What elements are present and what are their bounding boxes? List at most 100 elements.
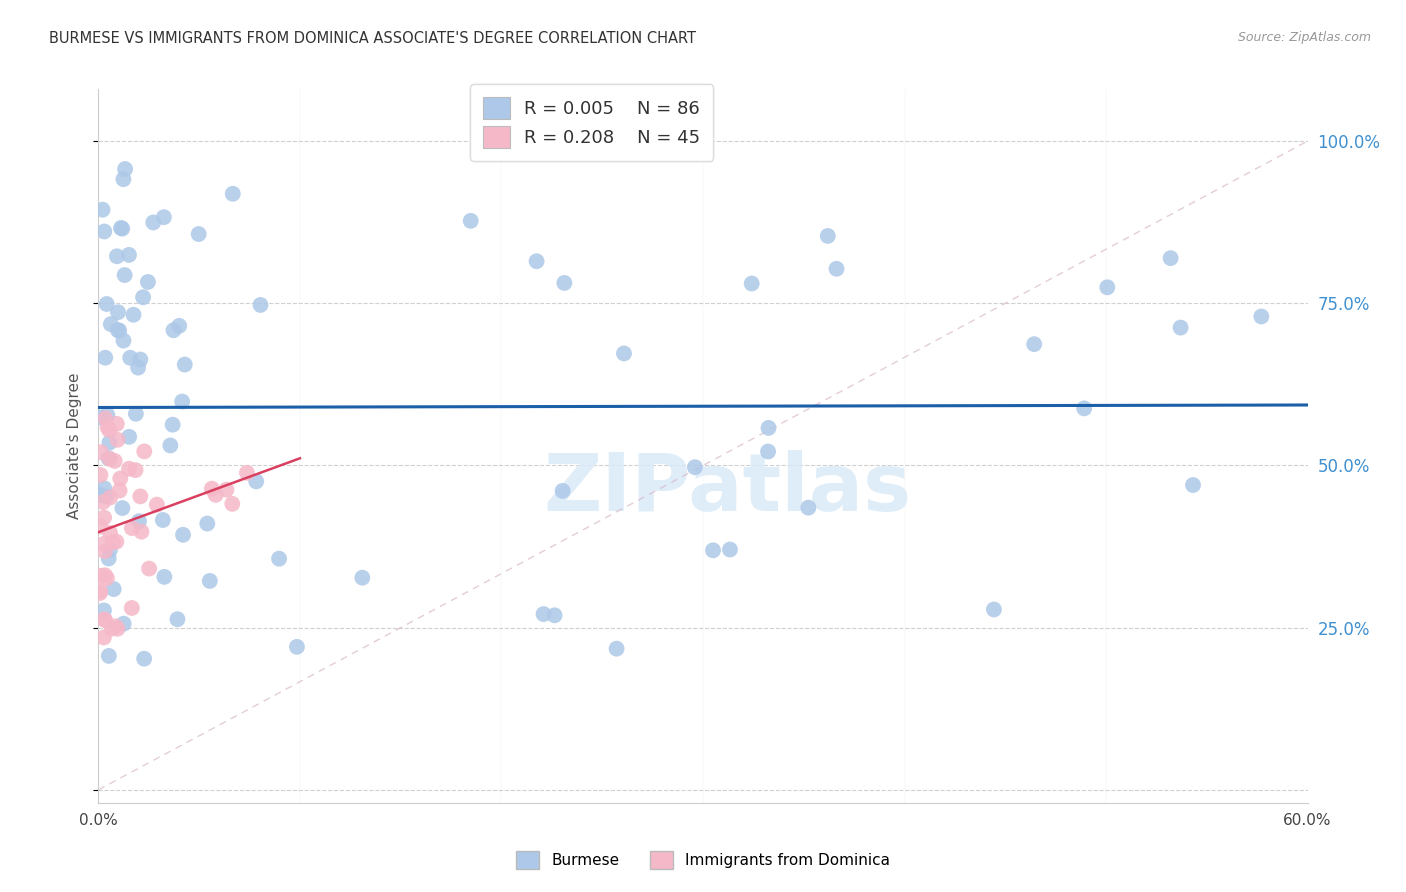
Y-axis label: Associate's Degree: Associate's Degree — [66, 373, 82, 519]
Point — [124, 463, 146, 477]
Point — [551, 483, 574, 498]
Point — [134, 444, 156, 458]
Point — [105, 249, 128, 263]
Point — [89, 519, 111, 533]
Point — [105, 534, 128, 549]
Point — [1182, 478, 1205, 492]
Point — [153, 210, 176, 224]
Point — [100, 622, 122, 636]
Point — [112, 334, 135, 348]
Point — [825, 261, 848, 276]
Point — [112, 616, 135, 631]
Point — [98, 423, 121, 437]
Point — [108, 324, 131, 338]
Point — [89, 468, 111, 483]
Point — [97, 551, 120, 566]
Point — [245, 475, 267, 489]
Point — [114, 162, 136, 177]
Point — [285, 640, 308, 654]
Point — [195, 516, 218, 531]
Point — [683, 460, 706, 475]
Point — [1250, 310, 1272, 324]
Point — [96, 297, 118, 311]
Point — [138, 561, 160, 575]
Point — [221, 497, 243, 511]
Point — [187, 227, 209, 241]
Point — [101, 535, 124, 549]
Point — [121, 601, 143, 615]
Point — [122, 308, 145, 322]
Point — [718, 542, 741, 557]
Point — [89, 586, 111, 600]
Point — [104, 619, 127, 633]
Point — [142, 215, 165, 229]
Point — [352, 571, 374, 585]
Point — [93, 481, 115, 495]
Point — [89, 568, 111, 582]
Point — [107, 305, 129, 319]
Point — [93, 537, 115, 551]
Point — [98, 452, 121, 467]
Point — [162, 323, 184, 337]
Point — [111, 501, 134, 516]
Point — [105, 417, 128, 431]
Point — [159, 438, 181, 452]
Point — [553, 276, 575, 290]
Point — [758, 421, 780, 435]
Legend: R = 0.005    N = 86, R = 0.208    N = 45: R = 0.005 N = 86, R = 0.208 N = 45 — [470, 84, 713, 161]
Point — [107, 622, 129, 636]
Point — [89, 584, 111, 599]
Point — [166, 612, 188, 626]
Point — [96, 408, 118, 422]
Point — [121, 521, 143, 535]
Point — [98, 526, 121, 541]
Point — [94, 411, 117, 425]
Point — [94, 489, 117, 503]
Point — [533, 607, 555, 621]
Point — [129, 489, 152, 503]
Point — [460, 214, 482, 228]
Point — [215, 483, 238, 497]
Point — [162, 417, 184, 432]
Point — [1170, 320, 1192, 334]
Point — [152, 513, 174, 527]
Point — [97, 451, 120, 466]
Point — [94, 544, 117, 558]
Point — [267, 551, 290, 566]
Point — [93, 603, 115, 617]
Point — [129, 352, 152, 367]
Point — [173, 358, 195, 372]
Point — [94, 351, 117, 365]
Point — [613, 346, 636, 360]
Point — [756, 444, 779, 458]
Point — [118, 430, 141, 444]
Point — [172, 528, 194, 542]
Point — [120, 351, 142, 365]
Point — [114, 268, 136, 282]
Point — [89, 410, 111, 425]
Point — [110, 471, 132, 485]
Point — [127, 360, 149, 375]
Point — [741, 277, 763, 291]
Point — [103, 582, 125, 596]
Point — [136, 275, 159, 289]
Point — [134, 651, 156, 665]
Point — [146, 498, 169, 512]
Point — [112, 172, 135, 186]
Point — [96, 571, 118, 585]
Point — [132, 290, 155, 304]
Point — [118, 248, 141, 262]
Point — [104, 454, 127, 468]
Point — [96, 420, 118, 434]
Point — [100, 317, 122, 331]
Point — [236, 466, 259, 480]
Point — [797, 500, 820, 515]
Point — [222, 186, 245, 201]
Point — [93, 224, 115, 238]
Point — [1024, 337, 1046, 351]
Point — [97, 648, 120, 663]
Point — [98, 435, 121, 450]
Point — [1097, 280, 1119, 294]
Text: BURMESE VS IMMIGRANTS FROM DOMINICA ASSOCIATE'S DEGREE CORRELATION CHART: BURMESE VS IMMIGRANTS FROM DOMINICA ASSO… — [49, 31, 696, 46]
Point — [198, 574, 221, 588]
